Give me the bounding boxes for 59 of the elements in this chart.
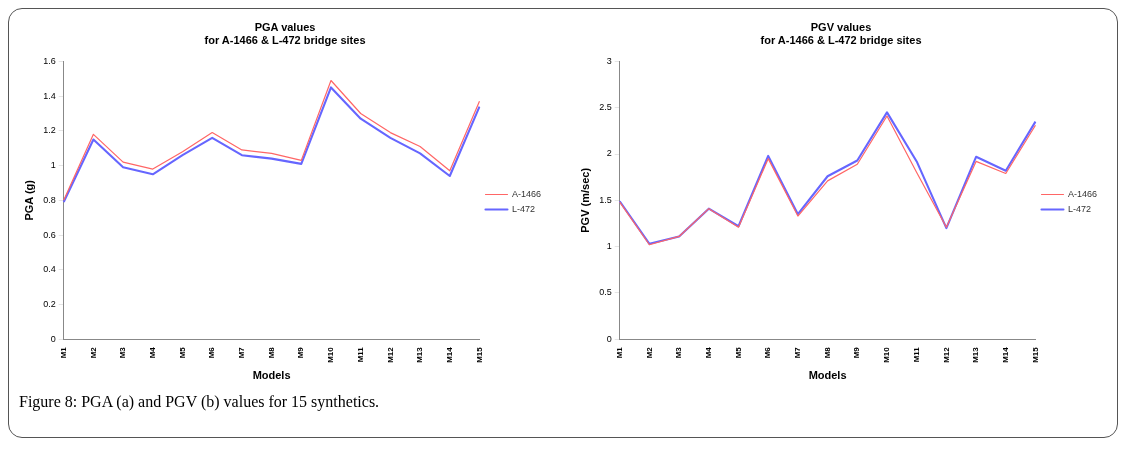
x-axis-title: Models	[808, 369, 847, 382]
x-tick-label: M2	[644, 346, 654, 359]
legend-label: L-472	[1067, 203, 1092, 214]
x-tick-label: M3	[674, 346, 684, 359]
y-tick-label: 0.2	[43, 298, 56, 309]
y-tick-label: 0.5	[599, 287, 612, 298]
legend-label: A-1466	[511, 188, 542, 199]
y-tick-label: 1.4	[43, 90, 56, 101]
x-tick-label: M12	[385, 346, 395, 363]
x-tick-label: M10	[882, 346, 892, 363]
x-tick-label: M12	[941, 346, 951, 363]
y-tick-label: 1.5	[599, 194, 612, 205]
x-tick-label: M2	[88, 346, 98, 359]
x-tick-label: M4	[704, 346, 714, 359]
x-tick-label: M14	[444, 346, 454, 363]
x-tick-label: M1	[614, 346, 624, 359]
x-tick-label: M5	[733, 346, 743, 359]
x-tick-label: M8	[822, 346, 832, 359]
x-tick-label: M13	[971, 346, 981, 363]
x-tick-label: M7	[237, 346, 247, 359]
y-tick-label: 0	[606, 333, 612, 344]
y-axis-title: PGA (g)	[22, 179, 35, 221]
y-tick-label: 3	[606, 55, 612, 66]
x-tick-label: M4	[148, 346, 158, 359]
x-tick-label: M7	[793, 346, 803, 359]
caption: Figure 8: PGA (a) and PGV (b) values for 15 synthetics.	[19, 393, 381, 411]
chart-title: PGA values	[254, 20, 316, 33]
x-tick-label: M8	[266, 346, 276, 359]
y-tick-label: 0.6	[43, 229, 56, 240]
chart-title: PGV values	[810, 20, 872, 33]
y-tick-label: 0	[50, 333, 56, 344]
y-axis-title: PGV (m/sec)	[578, 167, 591, 233]
x-tick-label: M11	[355, 346, 365, 363]
y-tick-label: 1.6	[43, 55, 56, 66]
y-tick-label: 0.4	[43, 264, 56, 275]
x-tick-label: M5	[177, 346, 187, 359]
x-tick-label: M13	[415, 346, 425, 363]
x-tick-label: M11	[911, 346, 921, 363]
x-tick-label: M10	[326, 346, 336, 363]
x-tick-label: M15	[474, 346, 484, 363]
x-tick-label: M14	[1000, 346, 1010, 363]
y-tick-label: 0.8	[43, 194, 56, 205]
chart-subtitle: for A-1466 & L-472 bridge sites	[760, 33, 922, 46]
x-tick-label: M15	[1030, 346, 1040, 363]
x-axis-title: Models	[252, 369, 291, 382]
y-tick-label: 1	[50, 160, 56, 171]
x-tick-label: M6	[207, 346, 217, 359]
x-tick-label: M3	[118, 346, 128, 359]
y-tick-label: 2.5	[599, 102, 612, 113]
chart-subtitle: for A-1466 & L-472 bridge sites	[204, 33, 366, 46]
legend-label: A-1466	[1067, 188, 1098, 199]
y-tick-label: 1.2	[43, 125, 56, 136]
legend-label: L-472	[511, 203, 536, 214]
x-tick-label: M6	[763, 346, 773, 359]
y-tick-label: 1	[606, 241, 612, 252]
x-tick-label: M1	[58, 346, 68, 359]
x-tick-label: M9	[852, 346, 862, 359]
x-tick-label: M9	[296, 346, 306, 359]
y-tick-label: 2	[606, 148, 612, 159]
